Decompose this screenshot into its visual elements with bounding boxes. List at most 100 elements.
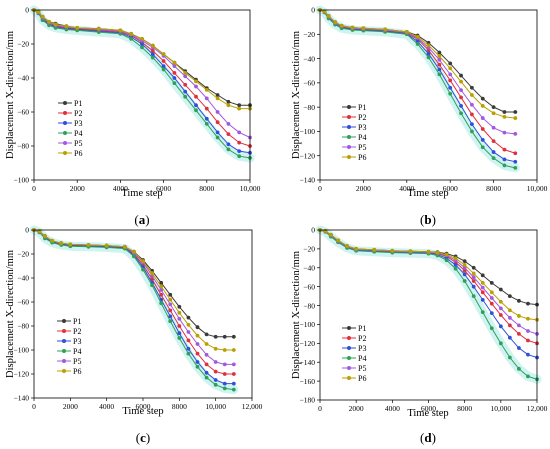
legend-item-p6: P6 xyxy=(57,367,81,376)
data-point xyxy=(459,95,463,100)
x-tick-label: 0 xyxy=(318,184,322,193)
data-point xyxy=(459,104,463,108)
data-point xyxy=(408,249,413,254)
series-line xyxy=(319,229,538,380)
data-point xyxy=(141,259,145,264)
legend-item-p2: P2 xyxy=(58,109,82,118)
data-point xyxy=(471,265,476,270)
legend-label: P2 xyxy=(73,327,81,336)
y-tick-label: −180 xyxy=(300,396,316,405)
y-tick-label: −20 xyxy=(17,40,29,49)
data-point xyxy=(390,248,395,253)
data-point xyxy=(328,232,333,237)
legend-label: P2 xyxy=(358,113,366,122)
x-tick-label: 12,000 xyxy=(527,404,548,413)
data-point xyxy=(491,105,496,110)
data-point xyxy=(186,315,191,320)
legend-label: P2 xyxy=(358,334,366,343)
data-point xyxy=(517,314,521,318)
data-point xyxy=(517,346,521,350)
y-tick-label: −60 xyxy=(303,282,315,291)
legend-label: P3 xyxy=(74,119,82,128)
legend-marker xyxy=(62,359,66,363)
y-tick-label: 0 xyxy=(25,6,29,15)
data-point xyxy=(150,43,155,48)
data-point xyxy=(213,378,218,382)
data-point xyxy=(462,268,467,273)
data-point xyxy=(64,24,69,29)
data-point xyxy=(448,85,453,90)
data-point xyxy=(172,76,177,80)
data-point xyxy=(453,256,458,261)
data-point xyxy=(437,57,442,62)
data-point xyxy=(498,313,503,317)
data-point xyxy=(226,122,231,126)
y-tick-label: −20 xyxy=(17,250,29,259)
legend-marker xyxy=(347,366,351,370)
data-point xyxy=(222,372,227,376)
y-tick-label: −140 xyxy=(300,358,316,367)
data-point xyxy=(437,50,442,55)
data-point xyxy=(426,55,431,60)
chart-panel-a: 0 2000 4000 6000 8000 10,000 0 −20 −40 −60 −80 −100… xyxy=(5,5,261,227)
legend-marker xyxy=(63,151,67,155)
data-point xyxy=(526,329,530,333)
chart-panel-c: 0 2000 4000 6000 8000 10,000 12,000 0 −20 −40 −60 −… xyxy=(5,225,263,445)
data-point xyxy=(195,360,200,364)
data-point xyxy=(361,26,366,31)
series-line xyxy=(319,229,538,306)
legend-marker xyxy=(347,145,351,149)
data-point xyxy=(448,61,453,66)
data-point xyxy=(491,150,496,154)
data-point xyxy=(471,294,476,299)
data-point xyxy=(415,42,420,46)
data-point xyxy=(489,280,494,285)
data-point xyxy=(333,20,338,25)
chart-panel-d: 0 2000 4000 6000 8000 10,000 12,000 0 −20 −40 −60 −… xyxy=(291,225,548,445)
legend-item-p5: P5 xyxy=(342,364,366,373)
y-tick-label: 0 xyxy=(25,226,29,235)
data-point xyxy=(159,288,164,292)
data-point xyxy=(141,267,145,272)
data-point xyxy=(150,52,155,57)
data-point xyxy=(168,308,173,313)
legend-marker xyxy=(63,141,67,145)
data-point xyxy=(513,131,518,136)
y-tick-label: −60 xyxy=(303,79,315,88)
legend-marker xyxy=(62,349,66,353)
data-point xyxy=(161,67,166,72)
panel-label: (d) xyxy=(420,430,436,445)
legend-item-p1: P1 xyxy=(342,103,366,112)
data-point xyxy=(50,238,55,243)
data-point xyxy=(471,275,476,280)
data-point xyxy=(213,360,218,364)
data-point xyxy=(213,369,218,374)
data-point xyxy=(345,244,350,248)
data-point xyxy=(195,325,200,330)
data-point xyxy=(213,346,218,351)
data-point xyxy=(204,375,209,380)
data-point xyxy=(177,324,182,328)
y-tick-label: −80 xyxy=(303,103,315,112)
legend-label: P4 xyxy=(73,347,81,356)
data-point xyxy=(462,259,467,264)
legend-marker xyxy=(63,121,67,125)
series-p5 xyxy=(32,8,252,140)
data-point xyxy=(480,104,485,108)
data-point xyxy=(480,96,485,101)
data-point xyxy=(183,89,188,94)
data-point xyxy=(480,145,485,150)
data-point xyxy=(172,71,177,75)
data-point xyxy=(172,81,177,85)
data-point xyxy=(498,287,503,292)
data-point xyxy=(118,28,123,33)
y-tick-label: −60 xyxy=(17,298,29,307)
legend-label: P1 xyxy=(358,324,366,333)
data-point xyxy=(150,48,155,53)
data-point xyxy=(194,94,198,99)
data-point xyxy=(237,149,242,154)
legend-marker xyxy=(347,155,351,159)
data-point xyxy=(507,355,512,360)
